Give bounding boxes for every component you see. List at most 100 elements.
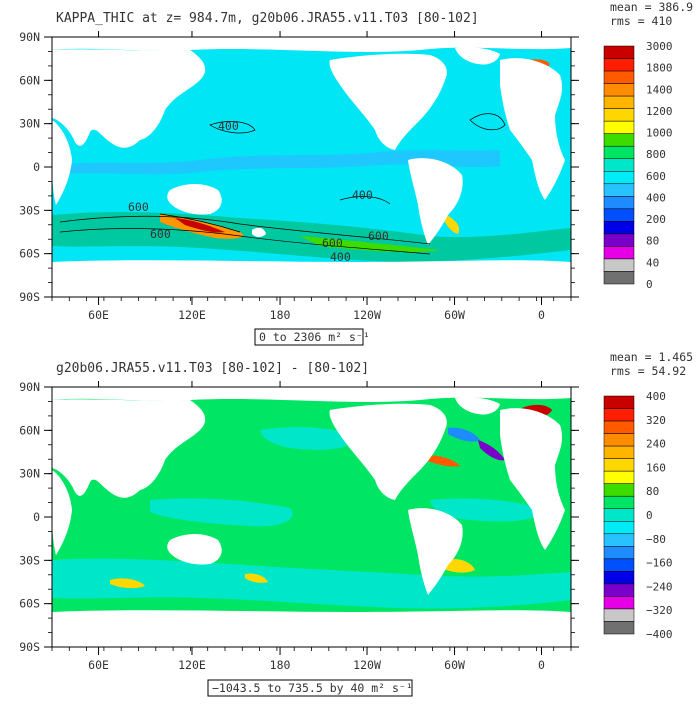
x-tick-label: 120E [178,658,206,672]
colorbar-swatch [603,221,635,235]
x-tick-label: 120E [178,308,206,322]
panel-2-negative-gulf [448,427,480,442]
colorbar-swatch [603,420,635,434]
colorbar-swatch [603,120,635,134]
panel-2-rms: rms = 54.92 [610,364,686,378]
colorbar-swatch [603,208,635,222]
y-tick-label: 0 [33,160,40,174]
colorbar-swatch [603,596,635,610]
panel-2-range-box [207,679,413,697]
colorbar-label: −240 [646,580,673,593]
colorbar-swatch [603,133,635,147]
colorbar-label: 1200 [646,105,673,118]
colorbar-label: 3000 [646,40,673,53]
panel-1: KAPPA_THIC at z= 984.7m, g20b06.JRA55.v1… [19,0,693,346]
x-tick-label: 120W [353,308,381,322]
colorbar-label: −160 [646,557,673,570]
panel-1-contour-label: 600 [128,200,149,214]
panel-2-arctic [52,387,571,402]
colorbar-swatch [603,45,635,59]
colorbar-label: 1800 [646,62,673,75]
x-tick-label: 60W [444,658,465,672]
colorbar-label: 80 [646,485,659,498]
panel-1-arctic [52,37,571,52]
panel-2-tasman [245,573,268,583]
y-tick-label: 30N [19,467,40,481]
colorbar-swatch [603,583,635,597]
panel-2-colorbar: 400 320 240 160 80 0 −80 −160 −240 −320 −400 [603,390,673,641]
panel-1-rms: rms = 410 [610,14,672,28]
colorbar-swatch [603,395,635,409]
colorbar-swatch [603,433,635,447]
panel-2-atlantic-patch [430,498,545,522]
y-tick-label: 30S [19,553,40,567]
y-tick-label: 0 [33,510,40,524]
panel-1-range-box [254,328,364,346]
panel-2: g20b06.JRA55.v11.T03 [80-102] - [80-102]… [19,350,693,697]
x-tick-label: 0 [538,658,545,672]
colorbar-label: 160 [646,461,666,474]
colorbar-swatch [603,533,635,547]
panel-2-title: g20b06.JRA55.v11.T03 [80-102] - [80-102] [56,361,369,376]
x-tick-label: 0 [538,308,545,322]
colorbar-label: 80 [646,235,659,248]
y-tick-label: 60N [19,423,40,437]
colorbar-swatch [603,70,635,84]
y-tick-label: 60S [19,597,40,611]
x-tick-label: 60W [444,308,465,322]
panel-2-mean: mean = 1.465 [610,350,693,364]
colorbar-swatch [603,546,635,560]
colorbar-label: −400 [646,628,673,641]
panel-1-hotspot-pacific [300,236,440,253]
y-tick-label: 90N [19,380,40,394]
y-tick-label: 30N [19,117,40,131]
panel-2-land [52,397,571,647]
colorbar-swatch [603,495,635,509]
panel-2-agulhas [110,578,145,589]
panel-1-contour-label: 400 [330,250,351,264]
colorbar-label: 240 [646,438,666,451]
panel-1-mean: mean = 386.9 [610,0,693,14]
panel-2-southern-patch [52,558,571,609]
panel-1-map: 400 600 400 600 600 600 400 [52,37,571,297]
colorbar-label: 1000 [646,127,673,140]
colorbar-swatch [603,158,635,172]
x-tick-label: 180 [270,308,291,322]
colorbar-swatch [603,145,635,159]
panel-2-range-label: −1043.5 to 735.5 by 40 m² s⁻¹ [212,681,413,695]
y-tick-label: 90N [19,30,40,44]
y-tick-label: 60S [19,247,40,261]
colorbar-swatch [603,608,635,622]
colorbar-swatch [603,258,635,272]
colorbar-label: 600 [646,170,666,183]
colorbar-label: 320 [646,414,666,427]
colorbar-label: −320 [646,604,673,617]
x-tick-label: 120W [353,658,381,672]
colorbar-swatch [603,445,635,459]
colorbar-swatch [603,458,635,472]
colorbar-swatch [603,171,635,185]
panel-1-land [52,47,571,297]
colorbar-swatch [603,233,635,247]
panel-2-axes: 60E 120E 180 120W 60W 0 90N 60N 30N 0 30S 60S 90S [19,380,579,672]
colorbar-label: 400 [646,390,666,403]
panel-2-indian-patch [150,498,293,527]
colorbar-label: 400 [646,191,666,204]
colorbar-swatch [603,196,635,210]
panel-1-axes: 60E 120E 180 120W 60W 0 90N 60N 30N 0 30S 60S 90S [19,30,579,322]
colorbar-label: 0 [646,278,653,291]
colorbar-swatch [603,83,635,97]
colorbar-swatch [603,183,635,197]
colorbar-swatch [603,58,635,72]
colorbar-label: 1400 [646,83,673,96]
panel-2-map [52,387,571,647]
panel-1-contour-labels: 400 600 400 600 600 600 400 [128,119,389,264]
colorbar-label: 40 [646,256,659,269]
colorbar-swatch [603,246,635,260]
x-tick-label: 180 [270,658,291,672]
colorbar-swatch [603,521,635,535]
colorbar-swatch [603,95,635,109]
panel-1-title: KAPPA_THIC at z= 984.7m, g20b06.JRA55.v1… [56,11,479,26]
